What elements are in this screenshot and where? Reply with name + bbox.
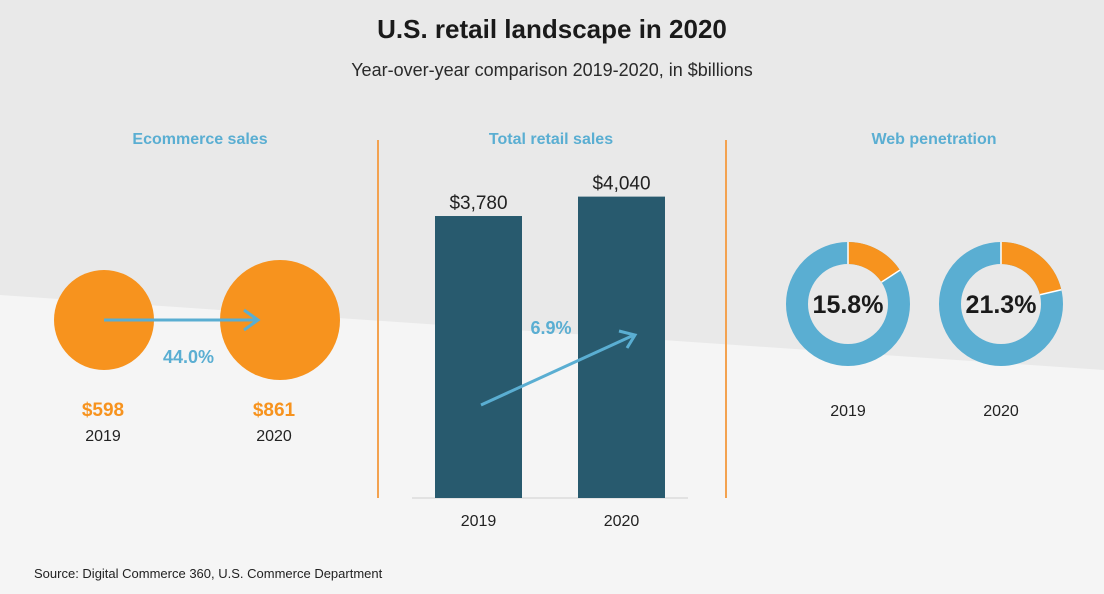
- bar-2019: [435, 216, 522, 498]
- donut-year-label-2020: 2020: [983, 403, 1019, 420]
- retail-change-label: 6.9%: [530, 318, 571, 338]
- total-retail-title: Total retail sales: [488, 131, 614, 148]
- ecommerce-arrow: [104, 308, 261, 332]
- ecommerce-year-2019: 2019: [85, 428, 121, 445]
- page-subtitle: Year-over-year comparison 2019-2020, in …: [351, 60, 753, 80]
- bar-2020: [578, 196, 665, 498]
- bar-value-label-2019: $3,780: [449, 193, 507, 214]
- ecommerce-change-label: 44.0%: [163, 347, 215, 367]
- growth-arrow-head: [618, 329, 638, 349]
- bar-year-label-2019: 2019: [461, 513, 497, 530]
- donut-value-label-2020: 21.3%: [966, 291, 1037, 319]
- web-penetration-title: Web penetration: [871, 131, 997, 148]
- ecommerce-value-2020: $861: [252, 400, 296, 421]
- divider-left: [377, 140, 379, 498]
- donut-sep-end-2019: [881, 269, 901, 283]
- donut-slice-2020: [1000, 242, 1062, 296]
- bar-year-label-2020: 2020: [604, 513, 640, 530]
- growth-arrow: [480, 333, 635, 407]
- donut-year-label-2019: 2019: [830, 403, 866, 420]
- page-title: U.S. retail landscape in 2020: [377, 14, 727, 44]
- ecommerce-value-2019: $598: [81, 400, 125, 421]
- donut-sep-end-2020: [1039, 288, 1062, 296]
- divider-right: [725, 140, 727, 498]
- bar-value-label-2020: $4,040: [592, 174, 650, 195]
- ecommerce-sales-title: Ecommerce sales: [132, 131, 268, 148]
- ecommerce-year-2020: 2020: [256, 428, 292, 445]
- donut-slice-2019: [847, 242, 900, 283]
- source-note: Source: Digital Commerce 360, U.S. Comme…: [34, 566, 383, 581]
- donut-value-label-2019: 15.8%: [813, 291, 884, 319]
